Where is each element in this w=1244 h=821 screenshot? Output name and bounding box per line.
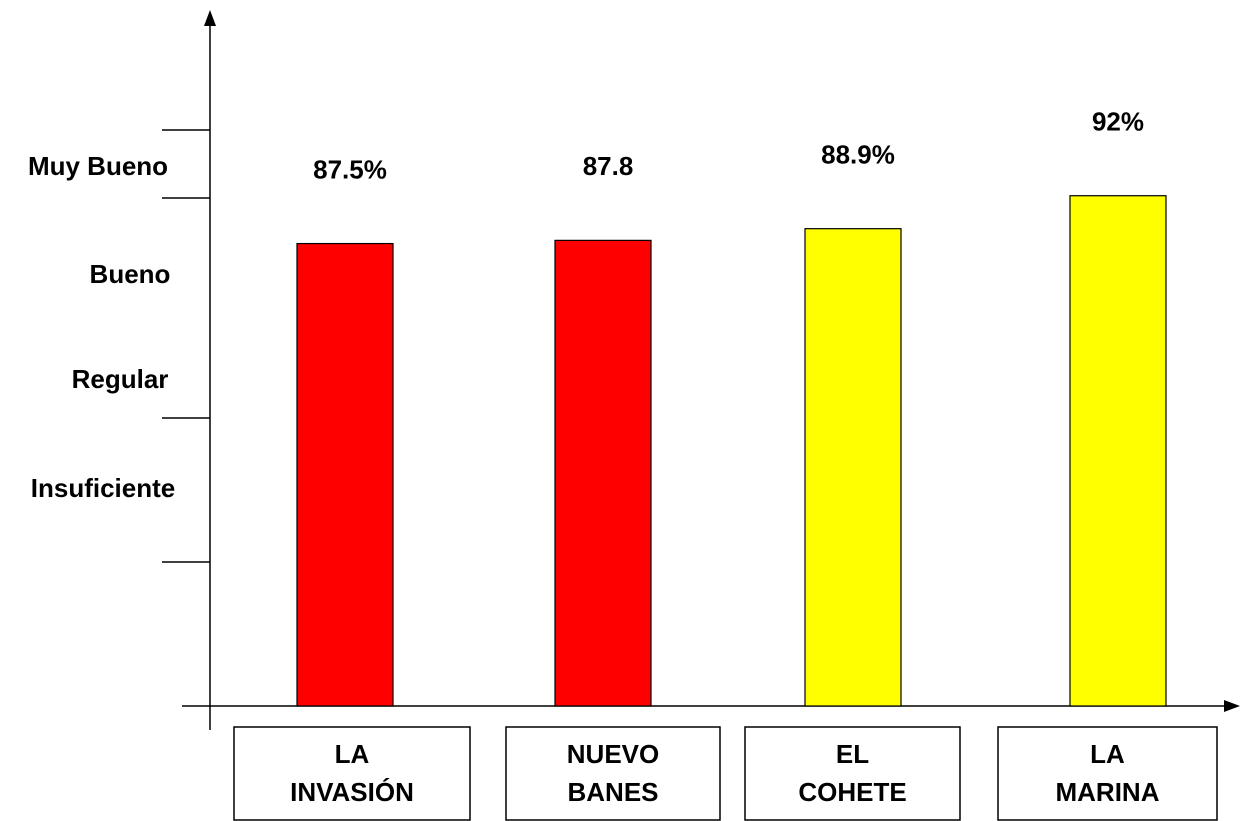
x-axis-arrow xyxy=(1224,700,1240,712)
y-category-label: Insuficiente xyxy=(31,473,175,503)
x-category-label: NUEVO xyxy=(567,739,659,769)
bar xyxy=(1069,195,1167,707)
x-category-label: LA xyxy=(1090,739,1125,769)
bar xyxy=(804,228,902,707)
data-label: 87.8 xyxy=(583,151,634,181)
data-label: 87.5% xyxy=(313,154,387,184)
bar xyxy=(296,242,394,707)
x-category-label: LA xyxy=(335,739,370,769)
x-category-label: BANES xyxy=(567,777,658,807)
x-category-label: INVASIÓN xyxy=(290,777,414,807)
bar xyxy=(554,239,652,707)
y-category-label: Regular xyxy=(72,364,169,394)
y-category-label: Bueno xyxy=(90,259,171,289)
category-box xyxy=(233,726,471,821)
y-category-label: Muy Bueno xyxy=(28,151,168,181)
category-box xyxy=(997,726,1218,821)
x-category-label: COHETE xyxy=(798,777,906,807)
category-box xyxy=(744,726,961,821)
data-label: 92% xyxy=(1092,107,1144,137)
x-category-label: EL xyxy=(836,739,869,769)
category-box xyxy=(505,726,721,821)
y-axis-arrow xyxy=(204,10,216,26)
data-label: 88.9% xyxy=(821,140,895,170)
x-category-label: MARINA xyxy=(1056,777,1160,807)
